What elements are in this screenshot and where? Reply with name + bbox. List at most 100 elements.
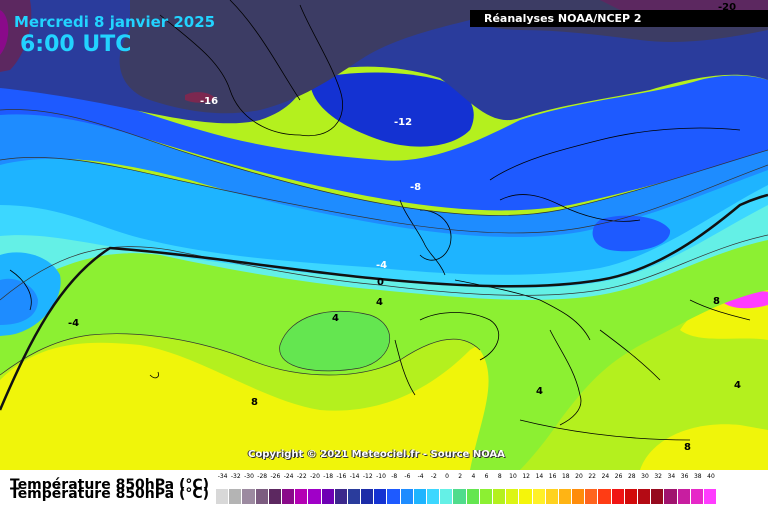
legend-swatch	[598, 489, 612, 504]
legend-scale-label: 14	[535, 473, 544, 480]
band-m10	[0, 75, 768, 211]
legend-scale-label: 8	[497, 473, 502, 480]
legend-swatch	[216, 489, 230, 504]
legend-scale-label: 10	[509, 473, 517, 480]
legend-swatch	[308, 489, 322, 504]
contour-label: 8	[713, 296, 720, 307]
color-legend: Température 850hPa (°C) Température 850h…	[0, 470, 768, 512]
legend-scale-label: -12	[362, 473, 373, 480]
legend-swatch	[268, 489, 282, 504]
legend-swatch	[334, 489, 348, 504]
legend-swatch	[545, 489, 559, 504]
legend-swatch	[664, 489, 678, 504]
legend-scale-label: -24	[283, 473, 294, 480]
legend-title: Température 850hPa (°C)	[10, 477, 210, 493]
contour-label: -20	[718, 2, 736, 13]
copyright-notice: Copyright © 2021 Meteociel.fr - Source N…	[248, 449, 505, 460]
legend-title-shadow: Température 850hPa (°C)	[10, 486, 210, 502]
legend-swatch	[611, 489, 625, 504]
contour-label: 0	[377, 277, 384, 288]
legend-swatch	[506, 489, 520, 504]
legend-scale-label: -20	[310, 473, 320, 480]
legend-scale-label: 0	[445, 473, 449, 480]
legend-scale-label: -18	[323, 473, 334, 480]
legend-scale-label: 32	[654, 473, 663, 480]
band-4	[279, 311, 390, 371]
contour-label: -12	[394, 117, 412, 128]
legend-scale-label: 18	[561, 473, 570, 480]
legend-scale-label: -2	[430, 473, 437, 480]
legend-swatch	[703, 489, 718, 504]
legend-swatch	[255, 489, 269, 504]
temperature-map: -20 -16 -12 -8 -4 0 -4 4 4 4 8 8 8 4 Mer…	[0, 0, 768, 470]
zero-isotherm-line	[0, 193, 768, 411]
legend-swatch	[440, 489, 454, 504]
legend-scale-label: 40	[707, 473, 715, 480]
legend-swatch	[347, 489, 362, 504]
legend-swatch	[532, 489, 546, 504]
band-m16	[119, 0, 470, 114]
legend-swatch	[558, 489, 573, 504]
legend-swatch	[479, 489, 493, 504]
legend-scale-swatches	[216, 489, 718, 504]
contour-label: -4	[68, 318, 79, 329]
legend-swatch	[427, 489, 441, 504]
legend-scale-label: 6	[484, 473, 489, 480]
legend-scale-label: 12	[522, 473, 531, 480]
legend-scale-label: 38	[693, 473, 702, 480]
legend-scale-label: -34	[217, 473, 228, 480]
contour-label: 4	[376, 297, 383, 308]
contour-label: -4	[376, 260, 387, 271]
legend-swatch	[466, 489, 480, 504]
legend-swatch	[572, 489, 586, 504]
coastlines	[9, 0, 751, 441]
legend-scale-label: -14	[349, 473, 360, 480]
legend-swatch	[677, 489, 691, 504]
legend-scale-label: -32	[230, 473, 241, 480]
contour-label: 4	[332, 313, 339, 324]
legend-swatch	[295, 489, 309, 504]
legend-swatch	[638, 489, 652, 504]
band-10	[0, 342, 516, 470]
legend-scale-label: -28	[257, 473, 268, 480]
legend-scale-label: -16	[336, 473, 347, 480]
legend-scale-label: -10	[376, 473, 386, 480]
band-m8	[0, 109, 768, 238]
legend-swatch	[690, 489, 704, 504]
legend-scale-label: -22	[296, 473, 307, 480]
contour-label: 4	[536, 386, 543, 397]
legend-swatch	[387, 489, 401, 504]
legend-swatch	[651, 489, 665, 504]
isotherms	[0, 109, 768, 376]
legend-swatch	[361, 489, 375, 504]
legend-scale-label: 30	[641, 473, 649, 480]
legend-scale-label: 24	[601, 473, 610, 480]
legend-scale-label: -26	[270, 473, 281, 480]
legend-scale-label: -8	[391, 473, 398, 480]
legend-swatch	[519, 489, 533, 504]
legend-scale-label: 26	[614, 473, 623, 480]
contour-label: -16	[200, 96, 218, 107]
legend-scale-label: 4	[471, 473, 476, 480]
legend-swatch	[453, 489, 467, 504]
legend-swatch	[400, 489, 414, 504]
legend-swatch	[229, 489, 243, 504]
legend-scale-label: 16	[548, 473, 557, 480]
legend-swatch	[321, 489, 335, 504]
legend-swatch	[413, 489, 427, 504]
contour-label: 8	[251, 397, 258, 408]
legend-scale-label: 34	[667, 473, 676, 480]
legend-swatch	[242, 489, 256, 504]
legend-scale-label: 28	[627, 473, 636, 480]
legend-scale-label: 22	[588, 473, 597, 480]
source-label: Réanalyses NOAA/NCEP 2	[470, 10, 768, 27]
legend-swatch	[281, 489, 296, 504]
map-time: 6:00 UTC	[20, 32, 132, 57]
contour-label: -8	[410, 182, 421, 193]
legend-swatch	[585, 489, 599, 504]
legend-scale-label: 36	[680, 473, 689, 480]
band-m4	[0, 157, 768, 275]
legend-scale-label: -6	[404, 473, 411, 480]
legend-scale-label: -4	[417, 473, 424, 480]
contour-label: 8	[684, 442, 691, 453]
